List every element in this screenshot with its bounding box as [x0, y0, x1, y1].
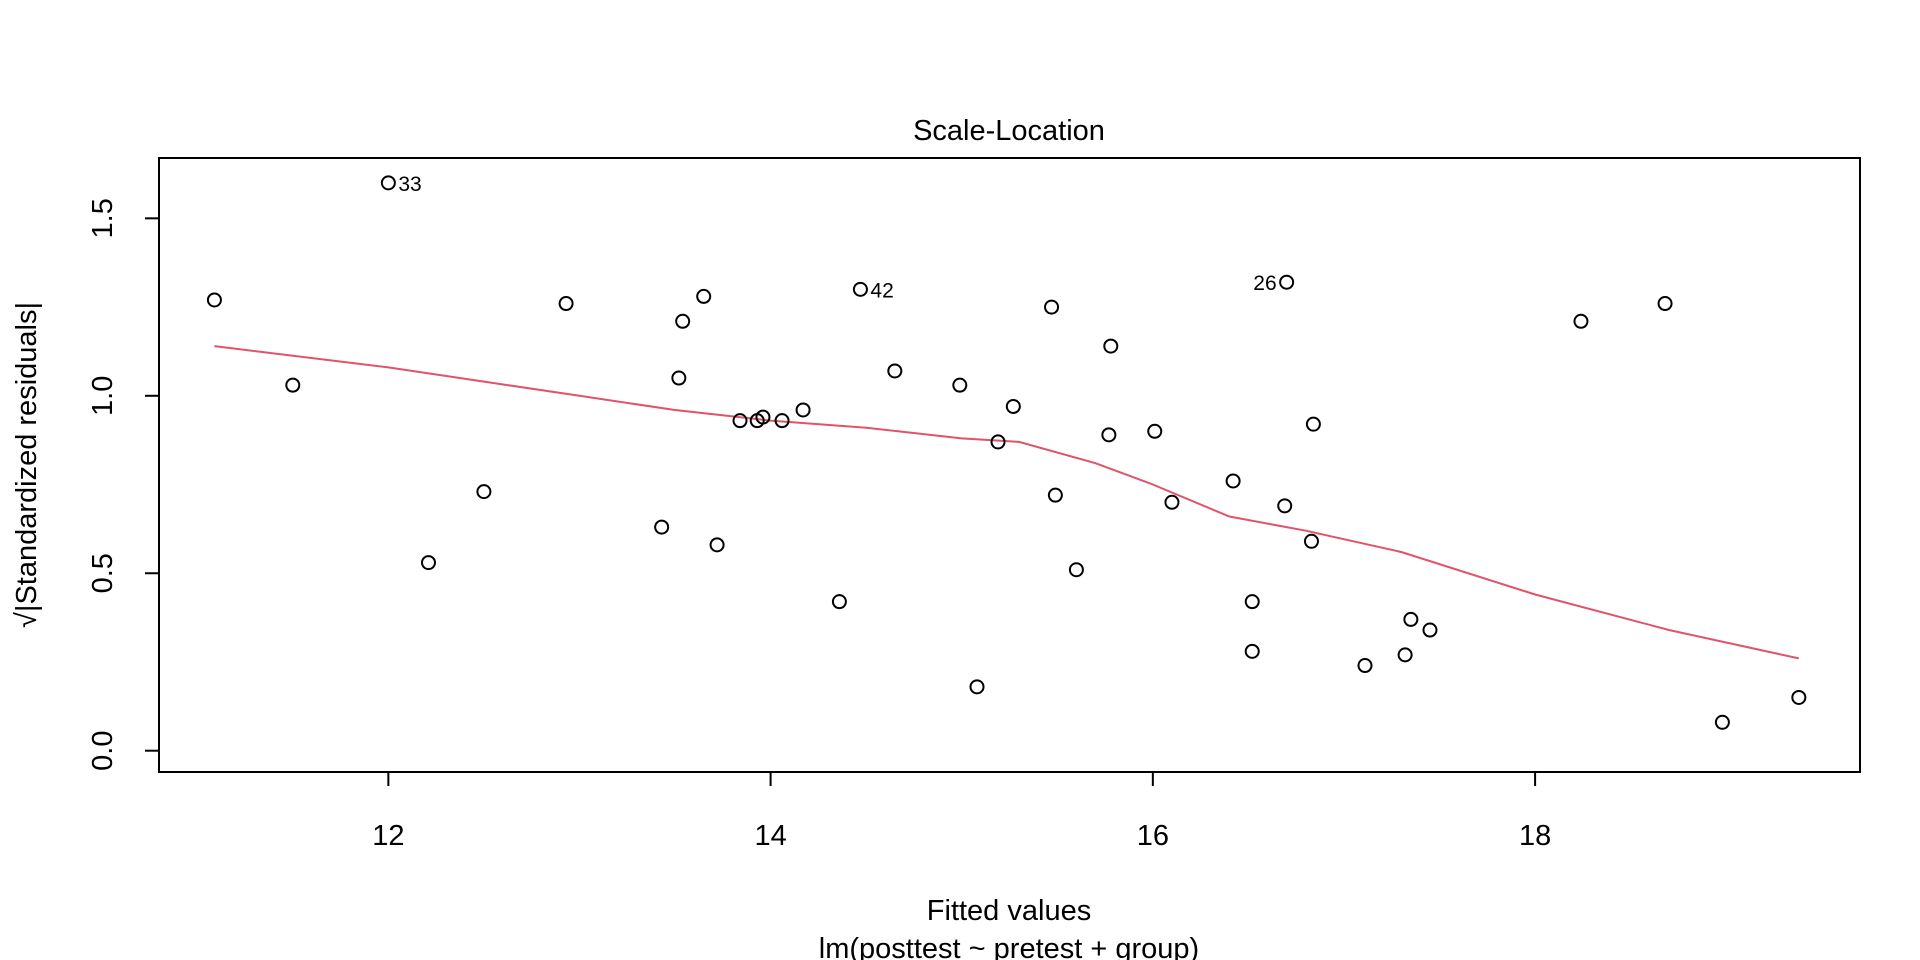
data-point — [1791, 689, 1807, 705]
data-point — [1005, 398, 1021, 414]
x-tick-label: 14 — [754, 820, 786, 852]
data-point — [887, 363, 903, 379]
data-point — [206, 292, 222, 308]
data-point — [1277, 498, 1293, 514]
y-tick-label: 1.0 — [87, 376, 119, 416]
data-point — [1357, 658, 1373, 674]
data-point — [1422, 622, 1438, 638]
data-point — [675, 313, 691, 329]
chart-title: Scale-Location — [913, 115, 1105, 147]
data-point — [709, 537, 725, 553]
data-point — [1044, 299, 1060, 315]
y-tick-label: 1.5 — [87, 198, 119, 238]
data-point — [1068, 562, 1084, 578]
data-point — [755, 409, 771, 425]
data-point — [654, 519, 670, 535]
point-label: 33 — [398, 173, 421, 196]
data-point — [1573, 313, 1589, 329]
x-tick-label: 16 — [1137, 820, 1169, 852]
data-point — [774, 413, 790, 429]
data-point — [831, 594, 847, 610]
y-tick-label: 0.5 — [87, 553, 119, 593]
x-tick-label: 18 — [1519, 820, 1551, 852]
data-point — [969, 679, 985, 695]
plot-frame — [158, 157, 1861, 773]
data-point — [1303, 533, 1319, 549]
data-point — [1397, 647, 1413, 663]
data-point — [1403, 611, 1419, 627]
point-label: 42 — [870, 279, 893, 302]
points-layer: 33 42 26 — [206, 173, 1807, 730]
data-point — [1101, 427, 1117, 443]
data-point — [380, 175, 396, 191]
x-axis: 12 14 16 18 — [372, 771, 1551, 852]
data-point — [795, 402, 811, 418]
data-point — [952, 377, 968, 393]
data-point — [1103, 338, 1119, 354]
point-label: 26 — [1253, 272, 1276, 295]
data-point — [1305, 416, 1321, 432]
data-point — [1047, 487, 1063, 503]
data-point — [1244, 594, 1260, 610]
data-point — [990, 434, 1006, 450]
data-point — [696, 288, 712, 304]
data-point — [420, 555, 436, 571]
data-point — [1714, 714, 1730, 730]
x-axis-title: Fitted values — [927, 895, 1091, 927]
data-point — [1225, 473, 1241, 489]
y-axis: 0.0 0.5 1.0 1.5 — [87, 198, 160, 771]
data-point — [476, 484, 492, 500]
data-point — [1279, 274, 1295, 290]
data-point — [732, 413, 748, 429]
data-point — [671, 370, 687, 386]
y-axis-title: √|Standardized residuals| — [11, 302, 43, 628]
data-point — [1147, 423, 1163, 439]
x-tick-label: 12 — [372, 820, 404, 852]
data-point — [285, 377, 301, 393]
data-point — [1657, 296, 1673, 312]
data-point — [1164, 494, 1180, 510]
y-tick-label: 0.0 — [87, 731, 119, 771]
smooth-layer — [214, 345, 1800, 660]
data-point — [1244, 643, 1260, 659]
x-axis-subtitle: lm(posttest ~ pretest + group) — [819, 933, 1199, 960]
smooth-line — [214, 345, 1800, 660]
data-point — [558, 296, 574, 312]
data-point — [852, 281, 868, 297]
